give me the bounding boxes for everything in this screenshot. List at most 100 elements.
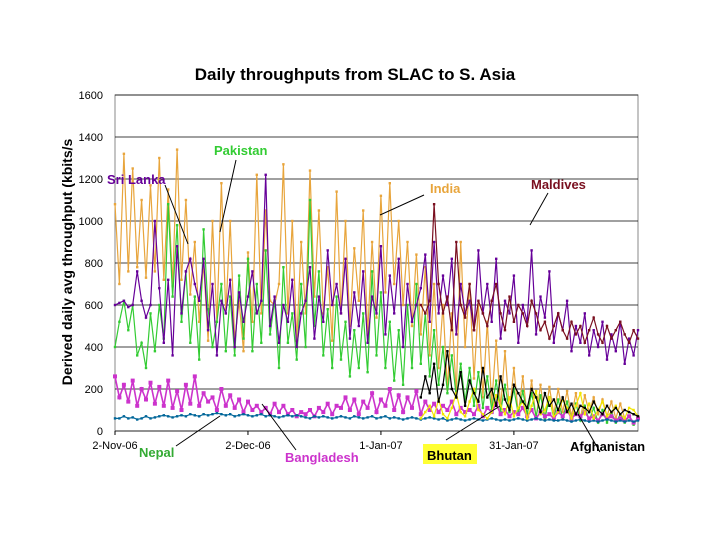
data-point xyxy=(242,413,245,416)
data-point xyxy=(446,303,449,307)
data-point xyxy=(530,379,533,382)
data-point xyxy=(224,350,227,353)
data-point xyxy=(214,408,219,412)
data-point xyxy=(588,420,591,423)
data-point xyxy=(410,416,414,419)
data-point xyxy=(623,333,626,336)
data-point xyxy=(601,400,604,403)
data-point xyxy=(565,389,569,393)
data-point xyxy=(459,282,462,286)
data-point xyxy=(472,404,476,407)
data-point xyxy=(330,412,335,417)
data-point xyxy=(344,219,347,223)
data-point xyxy=(170,405,175,410)
data-point xyxy=(246,399,250,404)
data-point xyxy=(574,392,578,395)
data-point xyxy=(272,401,277,406)
data-point xyxy=(552,398,555,401)
pakistan-arrow xyxy=(219,159,237,233)
data-point xyxy=(428,354,431,357)
data-point xyxy=(375,354,378,357)
data-point xyxy=(472,412,476,417)
data-point xyxy=(224,414,227,417)
data-point xyxy=(410,405,414,410)
data-point xyxy=(255,414,258,417)
data-point xyxy=(379,291,383,294)
data-point xyxy=(570,417,573,420)
data-point xyxy=(490,410,493,414)
data-point xyxy=(397,219,400,223)
data-point xyxy=(574,413,578,416)
data-point xyxy=(370,240,374,244)
data-point xyxy=(557,410,560,414)
data-point xyxy=(495,379,498,382)
data-point xyxy=(495,257,498,260)
data-point xyxy=(490,417,493,420)
data-point xyxy=(587,416,592,421)
data-point xyxy=(539,383,542,386)
data-point xyxy=(495,282,498,286)
data-point xyxy=(424,410,427,414)
label-nepal: Nepal xyxy=(139,445,174,460)
data-point xyxy=(467,408,472,412)
data-point xyxy=(490,402,493,405)
data-point xyxy=(366,341,369,344)
data-point xyxy=(189,293,192,296)
data-point xyxy=(299,410,304,415)
data-point xyxy=(512,415,516,418)
data-point xyxy=(361,399,366,404)
data-point xyxy=(162,341,165,344)
data-point xyxy=(171,416,174,419)
data-point xyxy=(118,417,121,420)
data-point xyxy=(415,282,418,286)
data-point xyxy=(614,406,617,410)
data-point xyxy=(198,299,201,302)
data-point xyxy=(291,415,294,418)
data-point xyxy=(565,400,569,403)
data-point xyxy=(237,414,241,417)
data-point xyxy=(171,295,174,298)
data-point xyxy=(127,329,130,332)
data-point xyxy=(592,329,595,332)
data-point xyxy=(397,417,400,420)
data-point xyxy=(446,392,449,395)
data-point xyxy=(308,266,312,269)
series-line xyxy=(420,204,639,345)
data-point xyxy=(517,406,520,410)
data-point xyxy=(379,245,383,248)
data-point xyxy=(614,329,617,332)
data-point xyxy=(432,240,436,244)
data-point xyxy=(202,257,205,260)
data-point xyxy=(432,329,436,332)
data-point xyxy=(530,418,533,421)
data-point xyxy=(410,320,414,323)
data-point xyxy=(295,345,298,349)
data-point xyxy=(530,392,533,395)
data-point xyxy=(508,410,511,414)
data-point xyxy=(596,420,600,423)
data-point xyxy=(503,299,507,302)
data-point xyxy=(167,188,170,191)
data-point xyxy=(455,417,458,420)
data-point xyxy=(508,408,511,412)
data-point xyxy=(499,337,502,340)
data-point xyxy=(450,329,453,332)
data-point xyxy=(614,417,617,420)
data-point xyxy=(455,333,458,336)
data-point xyxy=(579,404,582,407)
data-point xyxy=(459,410,462,414)
bhutan-arrow xyxy=(445,405,501,441)
data-point xyxy=(206,308,210,311)
data-point xyxy=(162,278,165,281)
data-point xyxy=(418,412,423,417)
data-point xyxy=(193,240,196,244)
data-point xyxy=(539,410,542,414)
data-point xyxy=(401,383,405,386)
series-nepal xyxy=(113,411,640,423)
data-point xyxy=(526,417,529,420)
data-point xyxy=(251,415,254,418)
data-point xyxy=(511,410,516,415)
data-point xyxy=(206,414,210,417)
data-point xyxy=(393,379,396,382)
data-point xyxy=(232,405,237,410)
